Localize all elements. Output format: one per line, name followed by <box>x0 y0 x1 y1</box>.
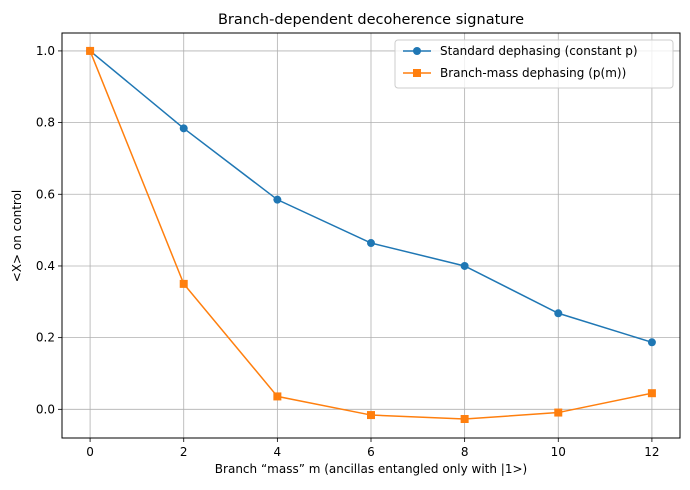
y-tick-label: 1.0 <box>36 44 55 58</box>
data-point-circle <box>273 195 282 204</box>
y-axis-title: <X> on control <box>10 190 24 283</box>
grid-lines <box>62 33 680 438</box>
data-point-circle <box>647 338 656 347</box>
data-point-circle <box>460 261 469 270</box>
legend-marker-branch-mass <box>413 69 421 77</box>
x-tick-label: 12 <box>644 445 659 459</box>
data-point-square <box>179 279 188 288</box>
data-point-square <box>367 411 375 420</box>
legend-label-branch-mass: Branch-mass dephasing (p(m)) <box>440 66 626 80</box>
y-tick-label: 0.8 <box>36 116 55 130</box>
data-point-circle <box>554 309 563 318</box>
axis-ticks: 0 2 4 6 8 10 12 0.0 0.2 0.4 0.6 0.8 1.0 <box>36 44 660 459</box>
data-point-circle <box>367 239 375 248</box>
series-layer <box>86 46 656 424</box>
data-point-square <box>86 46 95 55</box>
legend-marker-standard <box>413 47 421 55</box>
y-tick-label: 0.6 <box>36 187 55 201</box>
data-point-square <box>273 392 282 401</box>
x-tick-label: 4 <box>274 445 282 459</box>
y-tick-label: 0.4 <box>36 259 55 273</box>
x-tick-label: 0 <box>86 445 94 459</box>
data-point-circle <box>179 124 188 133</box>
y-tick-label: 0.0 <box>36 402 55 416</box>
x-tick-label: 2 <box>180 445 188 459</box>
data-point-square <box>460 415 469 424</box>
x-tick-label: 8 <box>461 445 469 459</box>
legend-label-standard: Standard dephasing (constant p) <box>440 44 638 58</box>
x-tick-label: 10 <box>551 445 566 459</box>
y-tick-label: 0.2 <box>36 331 55 345</box>
x-tick-label: 6 <box>367 445 375 459</box>
data-point-square <box>647 389 656 398</box>
legend-box <box>394 39 674 89</box>
data-point-square <box>554 408 563 417</box>
chart-title: Branch-dependent decoherence signature <box>218 12 524 28</box>
legend: Standard dephasing (constant p) Branch-m… <box>394 39 674 89</box>
x-axis-title: Branch “mass” m (ancillas entangled only… <box>215 462 527 476</box>
